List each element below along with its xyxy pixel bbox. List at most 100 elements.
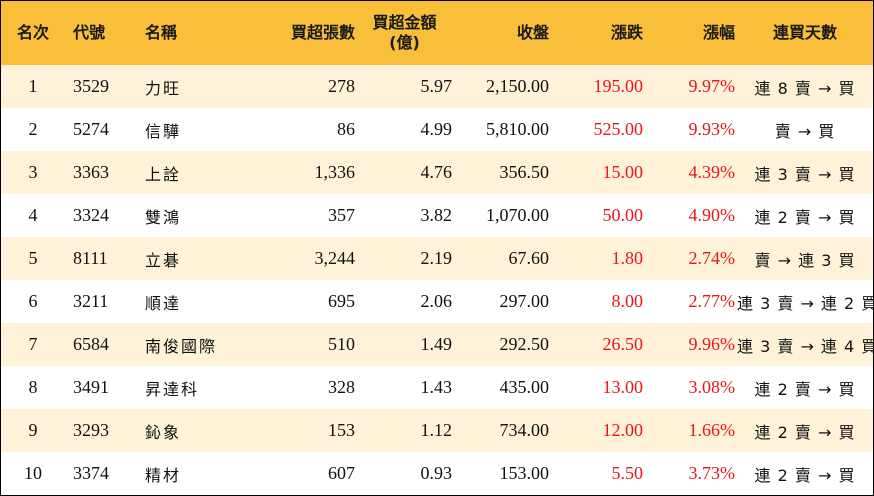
close-cell: 734.00: [499, 420, 550, 440]
header-streak: 連買天數: [772, 23, 837, 42]
name-cell: 信驊: [145, 121, 182, 141]
rank-cell: 2: [28, 119, 38, 139]
close-cell: 435.00: [499, 377, 550, 397]
change-cell: 26.50: [602, 334, 644, 354]
name-cell: 立碁: [145, 250, 182, 270]
pct-cell: 4.90%: [688, 205, 736, 225]
pct-cell: 2.74%: [688, 248, 736, 268]
change-cell: 525.00: [593, 119, 644, 139]
code-cell: 3211: [73, 291, 109, 311]
code-cell: 3293: [73, 420, 109, 440]
name-cell: 順達: [145, 293, 182, 313]
table-header-row: 名次 代號 名稱 買超張數 買超金額 (億) 收盤 漲跌 漲幅 連買天數: [1, 1, 873, 65]
table-row: 1 3529 力旺 278 5.97 2,150.00 195.00 9.97%…: [1, 65, 873, 108]
table-row: 7 6584 南俊國際 510 1.49 292.50 26.50 9.96% …: [1, 323, 874, 366]
volume-cell: 357: [328, 205, 355, 225]
amount-cell: 3.82: [420, 205, 453, 225]
pct-cell: 1.66%: [688, 420, 736, 440]
streak-cell: 連 3 賣 → 連 4 買: [737, 336, 874, 356]
rank-cell: 5: [28, 248, 38, 268]
volume-cell: 510: [328, 334, 355, 354]
header-volume: 買超張數: [290, 23, 355, 42]
table-row: 2 5274 信驊 86 4.99 5,810.00 525.00 9.93% …: [1, 108, 873, 151]
amount-cell: 0.93: [420, 463, 453, 483]
rank-cell: 6: [28, 291, 38, 311]
code-cell: 6584: [73, 334, 109, 354]
volume-cell: 607: [328, 463, 355, 483]
volume-cell: 695: [328, 291, 355, 311]
pct-cell: 4.39%: [688, 162, 736, 182]
pct-cell: 9.97%: [688, 76, 736, 96]
volume-cell: 328: [328, 377, 355, 397]
amount-cell: 2.19: [420, 248, 453, 268]
header-amount-line1: 買超金額: [372, 13, 437, 32]
change-cell: 12.00: [602, 420, 644, 440]
streak-cell: 連 3 賣 → 連 2 買: [737, 293, 874, 313]
streak-cell: 賣 → 買: [774, 121, 836, 141]
volume-cell: 278: [328, 76, 355, 96]
amount-cell: 4.76: [420, 162, 453, 182]
table-row: 4 3324 雙鴻 357 3.82 1,070.00 50.00 4.90% …: [1, 194, 873, 237]
name-cell: 精材: [145, 465, 182, 485]
amount-cell: 1.43: [420, 377, 453, 397]
table-row: 8 3491 昇達科 328 1.43 435.00 13.00 3.08% 連…: [1, 366, 873, 409]
pct-cell: 2.77%: [688, 291, 736, 311]
rank-cell: 8: [28, 377, 38, 397]
name-cell: 南俊國際: [145, 336, 218, 356]
header-code: 代號: [73, 23, 106, 42]
change-cell: 50.00: [602, 205, 644, 225]
streak-cell: 連 2 賣 → 買: [754, 422, 856, 442]
code-cell: 5274: [73, 119, 109, 139]
name-cell: 力旺: [145, 78, 182, 98]
code-cell: 3363: [73, 162, 109, 182]
header-name: 名稱: [145, 23, 178, 42]
code-cell: 3324: [73, 205, 109, 225]
name-cell: 雙鴻: [145, 207, 182, 227]
code-cell: 3529: [73, 76, 109, 96]
volume-cell: 3,244: [314, 248, 356, 268]
table-row: 3 3363 上詮 1,336 4.76 356.50 15.00 4.39% …: [1, 151, 873, 194]
rank-cell: 7: [28, 334, 38, 354]
rank-cell: 3: [28, 162, 38, 182]
close-cell: 67.60: [508, 248, 550, 268]
name-cell: 上詮: [145, 164, 182, 184]
header-close: 收盤: [516, 23, 549, 42]
pct-cell: 9.96%: [688, 334, 736, 354]
close-cell: 2,150.00: [486, 76, 549, 96]
amount-cell: 2.06: [420, 291, 453, 311]
table-row: 6 3211 順達 695 2.06 297.00 8.00 2.77% 連 3…: [1, 280, 874, 323]
header-amount: 買超金額 (億): [357, 1, 454, 65]
close-cell: 297.00: [499, 291, 550, 311]
rank-cell: 1: [28, 76, 38, 96]
close-cell: 356.50: [499, 162, 550, 182]
table-row: 5 8111 立碁 3,244 2.19 67.60 1.80 2.74% 賣 …: [1, 237, 873, 280]
header-pct: 漲幅: [702, 23, 735, 42]
streak-cell: 連 2 賣 → 買: [754, 379, 856, 399]
streak-cell: 連 3 賣 → 買: [754, 164, 856, 184]
volume-cell: 1,336: [314, 162, 356, 182]
header-change: 漲跌: [610, 23, 643, 42]
streak-cell: 賣 → 連 3 買: [754, 250, 856, 270]
pct-cell: 9.93%: [688, 119, 736, 139]
header-rank: 名次: [16, 23, 49, 42]
name-cell: 昇達科: [145, 379, 200, 399]
pct-cell: 3.73%: [688, 463, 736, 483]
rank-cell: 9: [28, 420, 38, 440]
streak-cell: 連 2 賣 → 買: [754, 465, 856, 485]
amount-cell: 1.49: [420, 334, 453, 354]
code-cell: 8111: [73, 248, 108, 268]
code-cell: 3491: [73, 377, 109, 397]
volume-cell: 153: [328, 420, 355, 440]
close-cell: 1,070.00: [486, 205, 549, 225]
amount-cell: 4.99: [420, 119, 453, 139]
change-cell: 15.00: [602, 162, 644, 182]
close-cell: 5,810.00: [486, 119, 549, 139]
pct-cell: 3.08%: [688, 377, 736, 397]
table-row: 10 3374 精材 607 0.93 153.00 5.50 3.73% 連 …: [1, 452, 873, 495]
table-row: 9 3293 鈊象 153 1.12 734.00 12.00 1.66% 連 …: [1, 409, 873, 452]
change-cell: 5.50: [611, 463, 644, 483]
close-cell: 292.50: [499, 334, 550, 354]
amount-cell: 5.97: [420, 76, 453, 96]
